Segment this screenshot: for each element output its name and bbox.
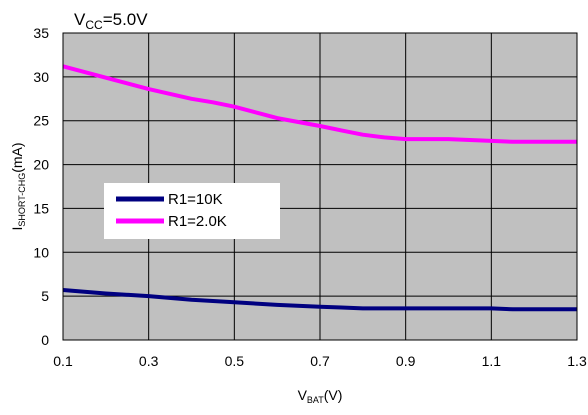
- x-tick-label: 1.1: [482, 353, 502, 369]
- y-tick-label: 20: [33, 157, 49, 173]
- legend: R1=10K R1=2.0K: [104, 183, 280, 239]
- x-tick-label: 0.9: [396, 353, 416, 369]
- x-tick-label: 0.3: [139, 353, 159, 369]
- x-tick-label: 0.7: [310, 353, 330, 369]
- chart-title: VCC=5.0V: [74, 10, 148, 32]
- legend-label: R1=10K: [168, 191, 223, 208]
- y-label-subscript: SHORT-CHG: [17, 173, 27, 227]
- legend-box: [104, 183, 280, 239]
- y-tick-label: 10: [33, 244, 49, 260]
- y-tick-label: 25: [33, 113, 49, 129]
- x-axis-label: VBAT(V): [298, 387, 343, 405]
- series-line-1: [62, 288, 577, 312]
- x-label-subscript: BAT: [307, 395, 324, 405]
- y-tick-label: 15: [33, 200, 49, 216]
- series-lines: [62, 64, 577, 312]
- title-subscript: CC: [85, 18, 103, 32]
- y-tick-label: 0: [41, 332, 49, 348]
- y-label-main: I: [9, 227, 25, 231]
- x-tick-label: 0.5: [225, 353, 245, 369]
- series-line-2: [62, 64, 577, 144]
- x-tick-label: 0.1: [53, 353, 73, 369]
- x-label-suffix: (V): [324, 387, 343, 403]
- x-tick-label: 1.3: [567, 353, 587, 369]
- tick-labels: 0.1 0.3 0.5 0.7 0.9 1.1 1.3 0 5 10 15 20 25 30 35: [33, 25, 587, 369]
- y-tick-label: 5: [41, 288, 49, 304]
- y-tick-label: 35: [33, 25, 49, 41]
- title-suffix: =5.0V: [103, 10, 149, 29]
- x-label-main: V: [298, 387, 308, 403]
- title-main: V: [74, 10, 86, 29]
- y-axis-label: ISHORT-CHG(mA): [9, 142, 27, 230]
- axes: [62, 32, 578, 341]
- legend-label: R1=2.0K: [168, 213, 227, 230]
- y-label-suffix: (mA): [9, 142, 25, 172]
- y-tick-label: 30: [33, 69, 49, 85]
- plot-border: [62, 32, 578, 341]
